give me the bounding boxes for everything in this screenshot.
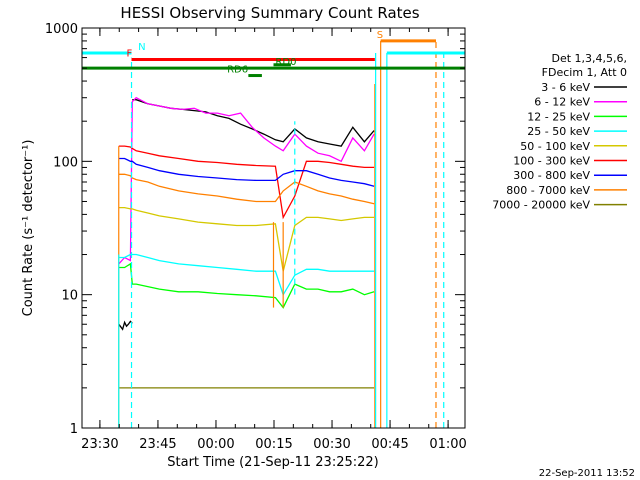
series-line-2 [118,96,375,265]
x-axis-ticks: 23:30 23:45 00:00 00:15 00:30 00:45 01:00 [81,28,467,452]
flag-bars: N S F RD6 RD0 [82,30,465,78]
legend: Det 1,3,4,5,6, FDecim 1, Att 0 3 - 6 keV… [492,52,627,212]
y-axis-ticks: 1 10 100 1000 [45,22,465,437]
flag-label-4: RD0 [275,57,296,68]
x-tick-label-5: 00:45 [371,437,408,452]
y-tick-label-2: 100 [53,155,78,170]
marker-lines [118,40,445,428]
x-tick-label-6: 01:00 [429,437,466,452]
flag-label-0: N [138,42,145,53]
flag-label-2: F [126,49,132,60]
series-line-5 [118,206,375,272]
flag-label-3: RD6 [227,65,248,76]
y-axis-label: Count Rate (s⁻¹ detector⁻¹) [21,140,36,317]
y-tick-label-3: 1000 [45,22,78,37]
x-tick-label-1: 23:45 [139,437,176,452]
y-tick-label-1: 10 [61,289,78,304]
generation-timestamp: 22-Sep-2011 13:52 [539,468,635,479]
chart-title: HESSI Observing Summary Count Rates [120,4,419,22]
series-line-3 [118,262,375,309]
x-tick-label-3: 00:15 [255,437,292,452]
legend-label-2: 12 - 25 keV [527,110,590,123]
legend-label-4: 50 - 100 keV [520,140,590,153]
legend-label-1: 6 - 12 keV [534,96,590,109]
x-axis-label: Start Time (21-Sep-11 23:25:22) [167,455,378,470]
legend-label-5: 100 - 300 keV [513,155,590,168]
series-layer [118,96,375,389]
legend-label-7: 800 - 7000 keV [506,184,590,197]
legend-label-0: 3 - 6 keV [541,81,590,94]
y-tick-label-0: 1 [70,422,78,437]
x-tick-label-2: 00:00 [197,437,234,452]
series-line-8 [118,173,375,205]
series-line-6 [118,145,375,220]
legend-label-6: 300 - 800 keV [513,169,590,182]
legend-header-line-2: FDecim 1, Att 0 [542,66,627,79]
series-line-1 [132,99,375,147]
legend-label-8: 7000 - 20000 keV [492,199,590,212]
series-line-0 [118,320,133,331]
plot-frame [81,27,466,429]
legend-header-line-1: Det 1,3,4,5,6, [551,52,627,65]
series-line-7 [118,157,375,187]
x-tick-label-4: 00:30 [313,437,350,452]
flag-label-1: S [377,30,383,41]
series-line-4 [118,253,375,297]
x-tick-label-0: 23:30 [81,437,118,452]
legend-label-3: 25 - 50 keV [527,125,590,138]
